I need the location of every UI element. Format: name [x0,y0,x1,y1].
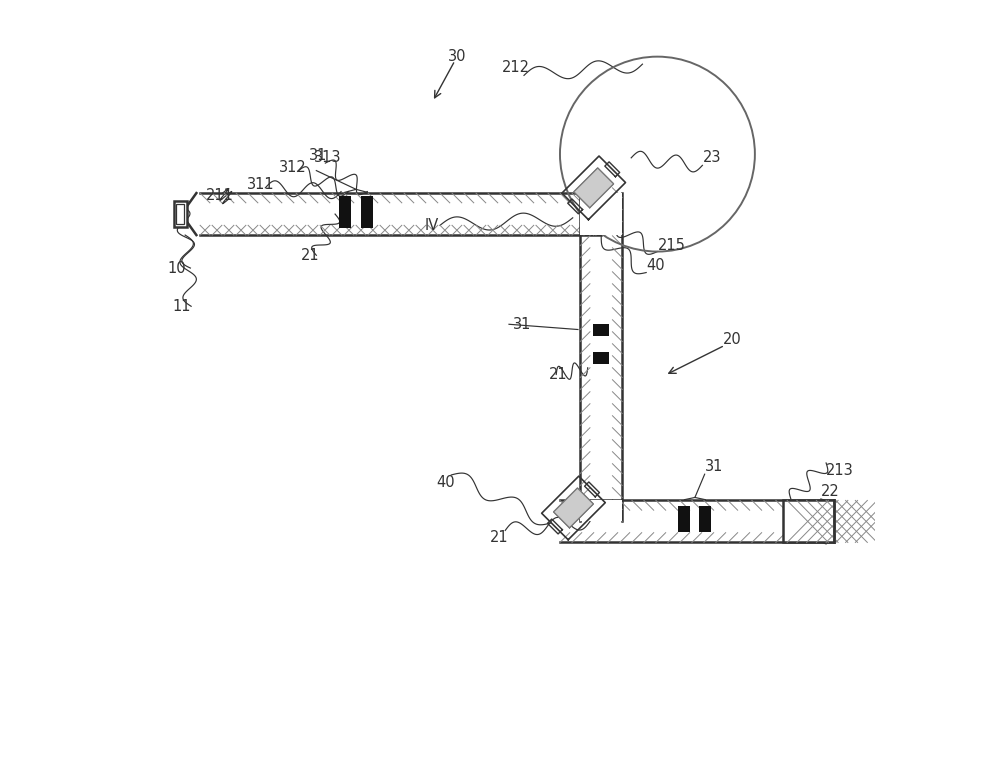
Bar [593,324,609,336]
Text: 212: 212 [501,61,529,75]
Text: 312: 312 [279,160,307,175]
Text: 31: 31 [309,148,327,163]
Text: 23: 23 [702,150,721,165]
Bar [580,500,622,522]
Bar [783,500,834,543]
Text: 311: 311 [247,177,274,192]
Bar [699,506,711,532]
Text: 10: 10 [168,261,187,276]
Text: 213: 213 [826,463,854,478]
Bar [176,204,184,224]
Bar [580,193,622,235]
Text: 20: 20 [723,332,741,346]
Bar [361,196,373,227]
Polygon shape [574,168,614,208]
Text: 30: 30 [448,49,466,64]
Text: 21: 21 [490,531,509,546]
Text: 40: 40 [436,475,455,490]
Bar [174,201,187,227]
Text: 22: 22 [821,484,840,499]
Text: 313: 313 [314,149,342,164]
Polygon shape [554,488,593,528]
Text: 31: 31 [705,459,723,475]
Text: IV: IV [425,218,439,233]
Text: 21: 21 [549,367,567,382]
Text: 31: 31 [513,317,531,332]
Bar [339,196,351,227]
Text: 211: 211 [206,188,234,203]
Text: 215: 215 [657,238,685,253]
Text: 40: 40 [646,258,665,273]
Bar [678,506,690,532]
Text: 21: 21 [301,248,320,263]
Text: 11: 11 [172,299,191,314]
Bar [593,352,609,364]
